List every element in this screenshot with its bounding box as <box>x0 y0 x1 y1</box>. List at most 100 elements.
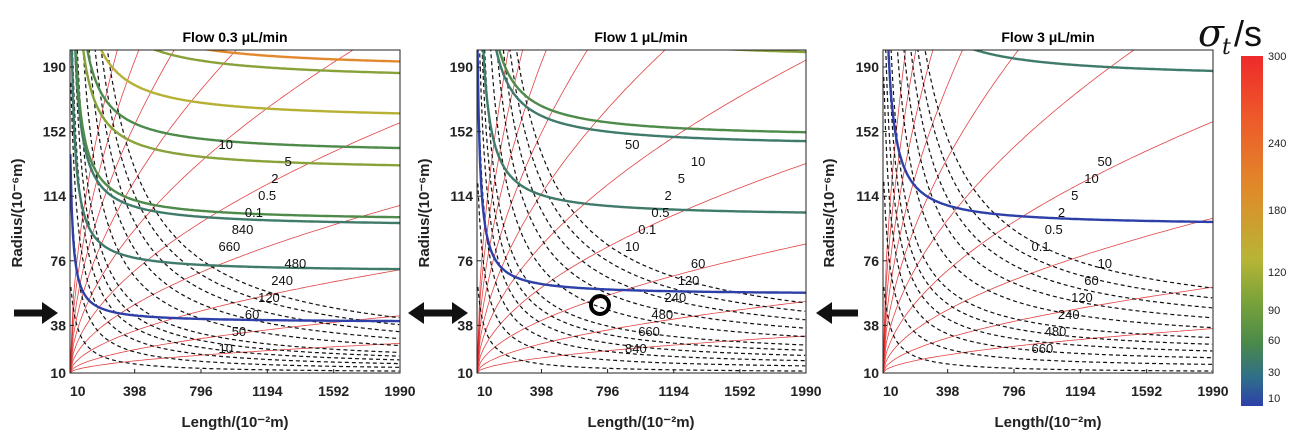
dashed-contour <box>70 286 400 372</box>
dashed-contour <box>100 50 400 326</box>
panel-2-title: Flow 1 μL/min <box>594 29 687 45</box>
dashed-contour <box>74 50 400 357</box>
contour-label: 240 <box>1058 307 1080 322</box>
contour-label: 60 <box>691 256 705 271</box>
contour-label: 2 <box>271 171 278 186</box>
sigma-contour-90 <box>152 50 400 75</box>
y-tick-label: 76 <box>863 253 879 269</box>
arrow-left-icon <box>816 302 858 324</box>
contour-label: 840 <box>232 222 254 237</box>
colorbar-tick-label: 120 <box>1268 267 1286 279</box>
contour-label: 10 <box>691 154 705 169</box>
contour-label: 2 <box>1058 205 1065 220</box>
x-tick-label: 10 <box>70 383 86 399</box>
plot-area <box>883 50 1213 373</box>
y-tick-label: 190 <box>856 59 880 75</box>
dashed-contour <box>76 50 400 353</box>
contour-label: 2 <box>665 188 672 203</box>
dashed-contour <box>910 50 1213 309</box>
axes-box <box>882 49 1214 374</box>
colorbar-tick-label: 30 <box>1268 367 1280 379</box>
panel-3-xlabel: Length/(10⁻²m) <box>994 414 1101 431</box>
y-tick-label: 10 <box>50 365 66 381</box>
panel-2-plot: 10 398 796 1194 1592 1990 10 38 76 114 152 190 840 66… <box>450 49 822 399</box>
contour-label: 0.5 <box>258 188 276 203</box>
flow-line <box>883 50 1135 373</box>
dashed-contour <box>890 50 1213 339</box>
colorbar: σ t /s 300 240 180 120 90 60 30 10 <box>1198 11 1286 406</box>
panel-1-title: Flow 0.3 μL/min <box>182 29 287 45</box>
contour-label: 0.1 <box>245 205 263 220</box>
arrow-right-icon <box>14 302 58 324</box>
dashed-contour <box>515 50 806 304</box>
flow-line <box>477 50 588 373</box>
contour-label: 50 <box>1098 154 1112 169</box>
dashed-contour <box>94 50 400 333</box>
sigma-contour-180 <box>202 50 400 63</box>
sigma-contour-60 <box>74 50 400 219</box>
colorbar-title-sub: t <box>1222 35 1231 60</box>
contour-label: 50 <box>625 137 639 152</box>
dashed-contour <box>477 79 806 362</box>
flow-line <box>70 50 175 373</box>
dashed-contour <box>490 50 806 338</box>
colorbar-title-unit: /s <box>1234 13 1262 54</box>
x-tick-label: 10 <box>477 383 493 399</box>
sigma-contour-10 <box>477 50 806 294</box>
panel-2-ylabel: Radius/(10⁻⁶m) <box>416 158 433 267</box>
dashed-contour <box>502 50 806 321</box>
panel-1-ylabel: Radius/(10⁻⁶m) <box>9 158 26 267</box>
contour-label: 10 <box>1098 256 1112 271</box>
dashed-contour <box>917 50 1213 299</box>
dashed-contour <box>887 50 1213 345</box>
panel-1-xlabel: Length/(10⁻²m) <box>181 414 288 431</box>
y-tick-label: 38 <box>863 317 879 333</box>
y-tick-label: 76 <box>457 253 473 269</box>
colorbar-tick-label: 300 <box>1268 51 1286 63</box>
colorbar-tick-label: 90 <box>1268 305 1280 317</box>
dashed-contour <box>477 286 806 372</box>
flow-line <box>883 328 1213 373</box>
flow-line <box>883 217 1213 373</box>
y-tick-label: 152 <box>43 124 67 140</box>
flow-line <box>70 50 140 373</box>
dashed-contour <box>477 183 806 367</box>
dashed-contour <box>481 50 806 351</box>
flow-line <box>70 50 354 373</box>
contour-label: 0.1 <box>638 222 656 237</box>
panel-2-xlabel: Length/(10⁻²m) <box>587 414 694 431</box>
contour-label: 480 <box>285 256 307 271</box>
dashed-contour <box>924 50 1213 289</box>
dashed-contour <box>896 50 1213 329</box>
panel-1-plot: 10 398 796 1194 1592 1990 10 38 76 114 152 190 10 50 6… <box>43 49 416 399</box>
contour-label: 840 <box>625 341 647 356</box>
dashed-contour <box>883 181 1213 365</box>
plot-area <box>477 50 806 373</box>
flow-line <box>477 50 509 373</box>
flow-line <box>477 50 524 373</box>
dashed-contour <box>484 50 806 346</box>
dashed-contour <box>88 50 400 340</box>
contour-label: 5 <box>285 154 292 169</box>
sigma-contour-10 <box>887 50 1213 224</box>
dashed-contour <box>885 50 1213 352</box>
dashed-contour <box>70 82 400 365</box>
sigma-contour-60 <box>86 50 400 150</box>
x-tick-label: 1194 <box>252 383 283 399</box>
dashed-contour <box>509 50 806 312</box>
y-tick-label: 114 <box>856 188 879 204</box>
axes-box <box>69 49 401 374</box>
y-tick-label: 76 <box>50 253 66 269</box>
contour-label: 120 <box>258 290 280 305</box>
flow-line <box>477 301 806 373</box>
flow-line <box>477 59 806 373</box>
flow-line <box>477 50 666 373</box>
sigma-contour-60 <box>498 50 806 134</box>
flow-line <box>477 50 547 373</box>
dashed-contour <box>82 50 400 347</box>
y-tick-label: 190 <box>450 59 474 75</box>
dashed-contour <box>883 286 1213 372</box>
y-tick-label: 38 <box>50 317 66 333</box>
x-tick-label: 1990 <box>1197 383 1228 399</box>
contour-label: 660 <box>1032 341 1054 356</box>
